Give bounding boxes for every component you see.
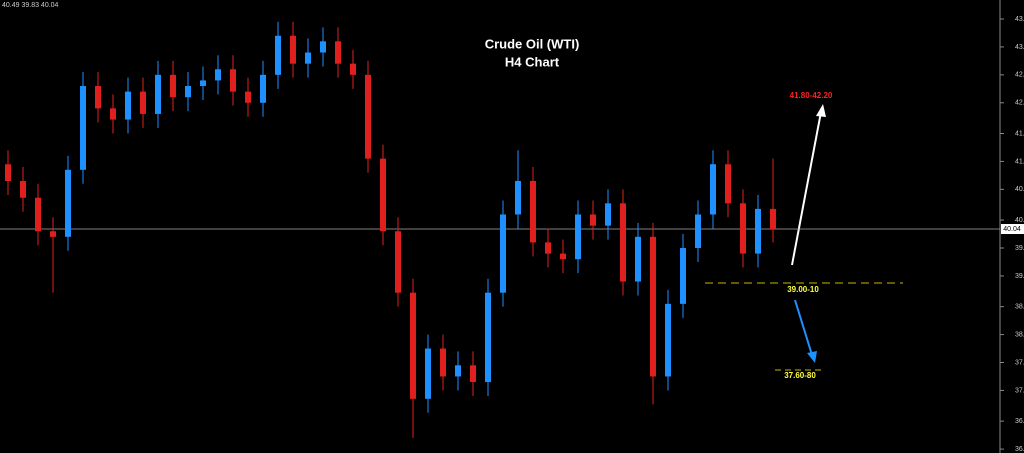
current-price-box	[1001, 224, 1024, 235]
candle-body	[530, 180, 536, 243]
y-tick-label: 39.20	[1015, 273, 1024, 280]
candle-body	[560, 253, 566, 260]
y-tick-label: 38.65	[1015, 303, 1024, 310]
candle-body	[410, 292, 416, 399]
candle-body	[65, 169, 71, 237]
y-tick-label: 43.80	[1015, 16, 1024, 23]
y-tick-label: 37.65	[1015, 359, 1024, 366]
y-tick-label: 42.30	[1015, 100, 1024, 107]
candle-body	[260, 74, 266, 103]
candle-body	[155, 74, 161, 114]
candle-body	[245, 91, 251, 103]
candle-body	[80, 86, 86, 170]
candle-body	[125, 91, 131, 120]
candle-body	[110, 108, 116, 120]
candle-body	[380, 158, 386, 232]
y-tick-label: 39.70	[1015, 245, 1024, 252]
y-tick-label: 42.80	[1015, 72, 1024, 79]
candle-body	[455, 365, 461, 377]
up-arrowhead	[816, 104, 826, 117]
annotation: 41.80-42.20	[790, 91, 833, 100]
candle-body	[665, 303, 671, 377]
candle-body	[5, 164, 11, 181]
candle-body	[500, 214, 506, 293]
y-tick-label: 40.20	[1015, 217, 1024, 224]
candle-body	[470, 365, 476, 383]
annotation: 39.00-10	[787, 285, 819, 294]
candle-body	[95, 86, 101, 109]
candle-body	[275, 35, 281, 75]
y-tick-label: 36.60	[1015, 418, 1024, 425]
candle-body	[755, 208, 761, 254]
candle-body	[545, 242, 551, 254]
candle-body	[350, 63, 356, 75]
down-arrow	[794, 299, 813, 356]
candle-body	[680, 248, 686, 304]
ohlc-info: 40.49 39.83 40.04	[2, 2, 59, 9]
candle-body	[185, 86, 191, 98]
current-price-label: 40.04	[1003, 226, 1021, 233]
candle-body	[740, 203, 746, 254]
annotation: 37.60-80	[784, 371, 816, 380]
candle-body	[320, 41, 326, 53]
candle-body	[650, 236, 656, 377]
chart-subtitle: H4 Chart	[505, 54, 560, 69]
candle-body	[605, 203, 611, 226]
chart-title: Crude Oil (WTI)	[485, 36, 580, 51]
candle-body	[515, 180, 521, 215]
candle-body	[725, 164, 731, 204]
candle-body	[440, 348, 446, 377]
candle-body	[230, 69, 236, 92]
candle-body	[770, 208, 776, 230]
candle-body	[170, 74, 176, 98]
candle-body	[425, 348, 431, 399]
candle-body	[635, 236, 641, 282]
candle-body	[710, 164, 716, 215]
candle-body	[140, 91, 146, 114]
candle-body	[365, 74, 371, 159]
candle-body	[485, 292, 491, 383]
candle-body	[50, 231, 56, 237]
y-tick-label: 41.25	[1015, 158, 1024, 165]
candle-body	[35, 197, 41, 232]
y-tick-label: 36.10	[1015, 446, 1024, 453]
candle-body	[200, 80, 206, 87]
y-tick-label: 43.30	[1015, 44, 1024, 51]
y-tick-label: 41.75	[1015, 130, 1024, 137]
candle-body	[575, 214, 581, 260]
candle-body	[695, 214, 701, 249]
y-tick-label: 38.15	[1015, 331, 1024, 338]
candle-body	[620, 203, 626, 282]
candle-body	[290, 35, 296, 64]
y-tick-label: 40.75	[1015, 186, 1024, 193]
candle-body	[215, 69, 221, 81]
candle-body	[590, 214, 596, 226]
up-arrow	[791, 111, 822, 266]
candle-body	[305, 52, 311, 64]
candle-body	[335, 41, 341, 64]
candle-body	[20, 180, 26, 198]
y-tick-label: 37.15	[1015, 387, 1024, 394]
candle-body	[395, 231, 401, 293]
down-arrowhead	[807, 351, 817, 363]
